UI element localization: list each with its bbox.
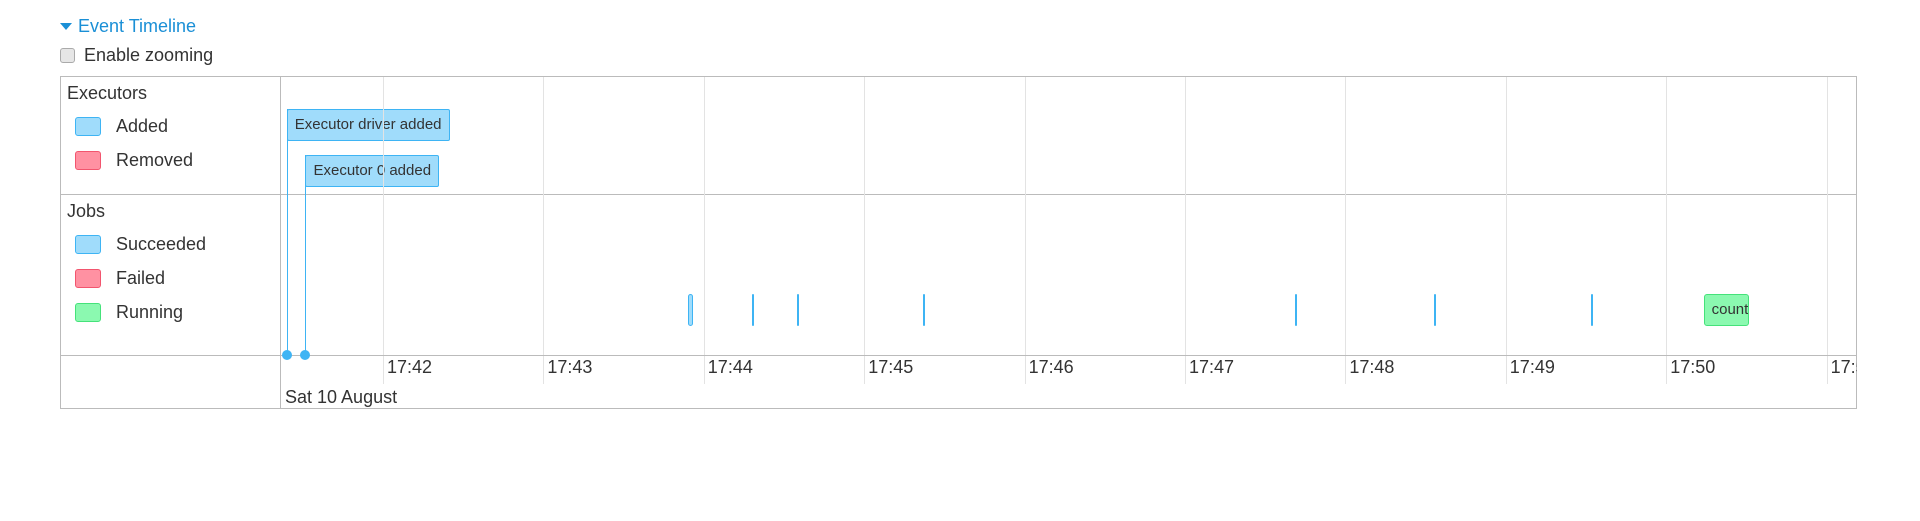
tick-mark (1505, 356, 1507, 384)
axis-tick-label: 17:49 (1509, 357, 1555, 377)
axis-tick-label: 17:50 (1670, 357, 1716, 377)
executor-event[interactable]: Executor driver added (286, 109, 450, 141)
running-swatch (75, 303, 101, 322)
legend-label: Added (116, 116, 169, 136)
axis-tick-label: 17:51 (1830, 357, 1857, 377)
group-label-executors: Executors (67, 83, 148, 103)
succeeded-swatch (75, 235, 101, 254)
legend-label: Removed (116, 150, 194, 170)
tick-mark (383, 356, 384, 384)
job-succeeded-bar[interactable] (1433, 294, 1436, 326)
legend-label: Succeeded (116, 234, 207, 254)
legend-running: Running (75, 302, 183, 323)
caret-down-icon (60, 23, 72, 30)
gridline (703, 77, 705, 355)
executor-event-line (286, 109, 288, 355)
group-divider (60, 194, 1857, 195)
enable-zooming-label: Enable zooming (84, 45, 214, 65)
job-succeeded-bar[interactable] (1294, 294, 1298, 326)
job-succeeded-bar[interactable] (797, 294, 800, 326)
tick-mark (1185, 356, 1186, 384)
job-succeeded-bar[interactable] (687, 294, 694, 326)
axis-tick-label: 17:48 (1349, 357, 1395, 377)
gridline (1666, 77, 1668, 355)
event-timeline-toggle[interactable]: Event Timeline (60, 16, 196, 37)
executor-event[interactable]: Executor 0 added (305, 155, 440, 187)
gridline (1345, 77, 1347, 355)
gridline (1505, 77, 1507, 355)
gridline (1024, 77, 1026, 355)
tick-mark (1024, 356, 1026, 384)
enable-zooming-option[interactable]: Enable zooming (60, 45, 213, 66)
removed-swatch (75, 151, 101, 170)
group-label-jobs: Jobs (67, 201, 106, 221)
axis-date-label: Sat 10 August (285, 387, 398, 407)
axis-tick-label: 17:46 (1028, 357, 1074, 377)
tick-mark (703, 356, 705, 384)
gridline (543, 77, 545, 355)
axis-tick-label: 17:45 (868, 357, 914, 377)
job-running-bar[interactable]: count (1703, 294, 1750, 326)
legend-failed: Failed (75, 268, 165, 289)
tick-mark (543, 356, 545, 384)
added-swatch (75, 117, 101, 136)
tick-mark (1826, 356, 1828, 384)
event-timeline-title: Event Timeline (78, 16, 197, 36)
axis-tick-label: 17:43 (547, 357, 593, 377)
axis-divider (60, 355, 1857, 356)
gridline (1826, 77, 1828, 355)
legend-added: Added (75, 116, 168, 137)
legend-label: Failed (116, 268, 166, 288)
failed-swatch (75, 269, 101, 288)
legend-removed: Removed (75, 150, 193, 171)
tick-mark (1345, 356, 1347, 384)
job-succeeded-bar[interactable] (1591, 294, 1594, 326)
axis-tick-label: 17:42 (387, 357, 433, 377)
executor-event-line (305, 155, 307, 355)
tick-mark (1666, 356, 1668, 384)
timeline-frame (60, 76, 1857, 409)
gridline (864, 77, 866, 355)
legend-label: Running (116, 302, 184, 322)
executor-event-dot (300, 350, 311, 360)
legend-succeeded: Succeeded (75, 234, 206, 255)
label-column-divider (280, 76, 281, 409)
tick-mark (864, 356, 866, 384)
job-succeeded-bar[interactable] (923, 294, 925, 326)
axis-tick-label: 17:44 (707, 357, 753, 377)
executor-event-dot (281, 350, 292, 360)
job-succeeded-bar[interactable] (751, 294, 754, 326)
axis-tick-label: 17:47 (1189, 357, 1235, 377)
gridline (383, 77, 384, 355)
gridline (1185, 77, 1186, 355)
enable-zooming-checkbox[interactable] (60, 48, 75, 63)
